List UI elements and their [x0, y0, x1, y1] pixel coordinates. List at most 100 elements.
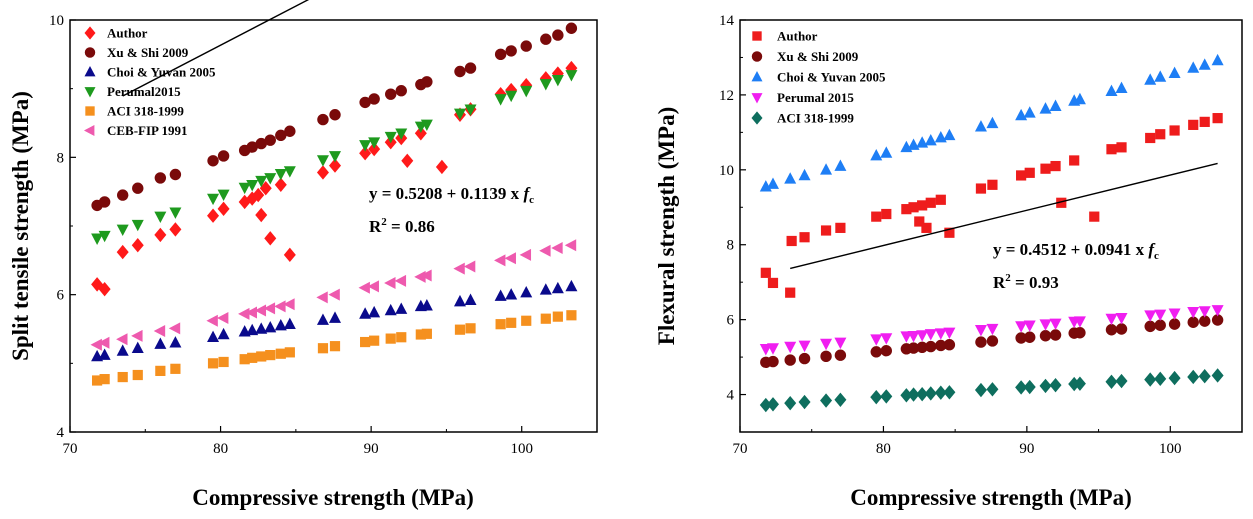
right-legend-marker: [751, 93, 763, 104]
left-data-point: [453, 262, 465, 275]
right-data-point: [1015, 332, 1027, 344]
left-series-3: [91, 70, 578, 245]
right-data-point: [925, 197, 936, 208]
right-chart: 70 80 90 100 4 6 8 10 12 14 Author Xu & Shi 2009 Ch…: [654, 13, 1243, 510]
right-y-tick-label: 10: [719, 163, 734, 179]
left-data-point: [329, 341, 341, 352]
left-data-point: [463, 260, 476, 273]
left-data-point: [539, 244, 551, 257]
left-data-point: [252, 187, 265, 203]
left-data-point: [415, 329, 426, 340]
left-data-point: [98, 336, 110, 349]
right-data-point: [1024, 167, 1035, 178]
left-data-point: [255, 137, 267, 150]
right-data-point: [835, 222, 846, 233]
right-data-point: [1155, 129, 1166, 140]
left-data-point: [435, 159, 448, 175]
right-series-4: [759, 368, 1224, 413]
right-data-point: [1115, 81, 1128, 93]
left-data-point: [238, 182, 251, 195]
left-data-point: [90, 338, 102, 351]
left-y-tick-label: 8: [57, 150, 65, 166]
right-data-point: [1212, 113, 1223, 124]
left-data-point: [98, 281, 111, 297]
left-legend-label: Xu & Shi 2009: [107, 45, 189, 60]
right-legend-marker: [751, 51, 763, 62]
right-fit-equation: y = 0.4512 + 0.0941 x fc: [993, 240, 1159, 262]
right-data-point: [925, 340, 937, 353]
right-series-3: [759, 305, 1224, 356]
right-data-point: [785, 287, 796, 298]
right-data-point: [834, 392, 847, 407]
left-data-point: [255, 322, 268, 334]
right-data-point: [820, 163, 833, 175]
right-y-tick-label: 8: [727, 238, 735, 254]
left-data-point: [395, 85, 407, 97]
right-data-point: [834, 159, 847, 171]
left-data-point: [420, 299, 433, 311]
left-data-point: [329, 158, 342, 173]
left-legend-marker: [84, 65, 96, 77]
left-data-point: [359, 140, 372, 152]
right-data-point: [943, 385, 956, 400]
left-data-point: [359, 96, 371, 109]
right-legend-label: ACI 318-1999: [777, 111, 854, 126]
right-legend-label: Xu & Shi 2009: [777, 49, 859, 64]
right-y-tick-label: 14: [719, 13, 735, 29]
left-data-point: [565, 60, 578, 76]
right-y-tick-label: 4: [727, 388, 735, 404]
right-data-point: [1049, 99, 1062, 111]
left-data-point: [131, 341, 144, 354]
left-data-point: [551, 66, 564, 81]
right-data-point: [1040, 163, 1051, 174]
left-y-tick-label: 4: [57, 425, 65, 441]
right-data-point: [907, 387, 920, 402]
left-data-point: [421, 328, 432, 339]
right-data-point: [934, 328, 947, 340]
left-data-point: [565, 70, 578, 82]
right-data-point: [834, 349, 847, 361]
left-data-point: [98, 230, 111, 243]
right-data-point: [1049, 318, 1062, 330]
left-data-point: [255, 207, 268, 223]
right-data-point: [1039, 330, 1052, 342]
left-data-point: [359, 146, 372, 161]
left-data-point: [132, 369, 143, 381]
right-plot-frame: [739, 19, 1243, 433]
left-data-point: [494, 94, 507, 106]
right-data-point: [975, 183, 987, 194]
right-data-point: [1187, 316, 1199, 328]
right-data-point: [986, 116, 999, 129]
left-data-point: [464, 293, 477, 305]
left-data-point: [155, 365, 166, 376]
right-x-axis-label: Compressive strength (MPa): [850, 485, 1132, 510]
left-data-point: [551, 241, 563, 254]
right-data-point: [870, 389, 883, 405]
right-data-point: [1168, 66, 1181, 78]
right-data-point: [820, 350, 832, 363]
left-data-marks: [90, 0, 578, 386]
right-series-1: [760, 314, 1224, 369]
left-data-point: [116, 224, 129, 237]
left-data-point: [207, 193, 220, 206]
left-legend-marker: [84, 26, 96, 40]
left-data-point: [217, 189, 230, 202]
left-data-point: [316, 155, 329, 167]
right-legend-marker: [752, 31, 762, 41]
left-data-point: [116, 333, 128, 346]
right-data-point: [799, 232, 810, 243]
left-data-point: [246, 191, 259, 206]
right-equation-var: f: [1148, 240, 1156, 259]
left-data-point: [91, 233, 104, 245]
left-data-point: [274, 177, 287, 192]
left-data-point: [317, 343, 329, 354]
left-data-point: [284, 347, 295, 358]
right-data-point: [943, 327, 956, 339]
left-data-point: [566, 310, 577, 321]
left-data-point: [520, 85, 533, 98]
left-legend-label: Author: [107, 26, 148, 41]
right-data-point: [766, 397, 779, 412]
right-data-point: [1145, 132, 1156, 144]
right-data-point: [1023, 379, 1036, 395]
right-data-point: [907, 342, 920, 354]
